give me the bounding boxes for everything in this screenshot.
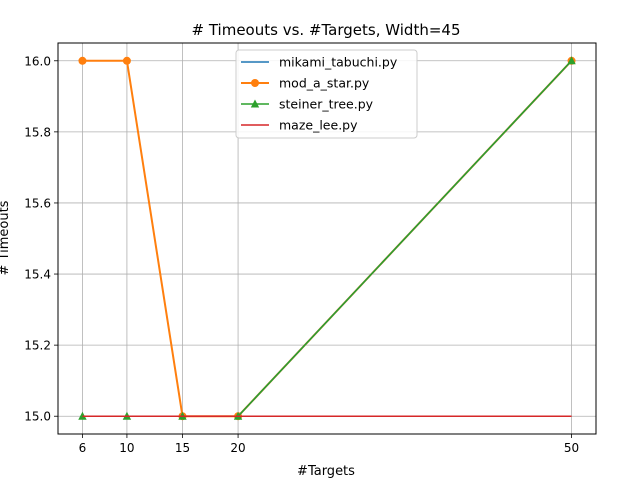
legend-label: mikami_tabuchi.py: [279, 55, 398, 70]
data-point: [78, 56, 87, 65]
legend-label: maze_lee.py: [279, 118, 358, 133]
y-axis-label: # Timeouts: [0, 200, 12, 275]
series-layer: [78, 56, 576, 421]
legend-label: mod_a_star.py: [279, 76, 370, 91]
y-tick-label: 15.2: [24, 339, 51, 353]
x-axis: 6 10 15 20 50: [79, 434, 579, 455]
x-tick-label: 10: [119, 441, 134, 455]
legend-item: mikami_tabuchi.py: [241, 55, 398, 70]
legend-box: [235, 49, 418, 139]
legend-marker: [250, 99, 260, 108]
x-tick-label: 15: [175, 441, 190, 455]
legend-label: steiner_tree.py: [279, 97, 374, 112]
legend-item: steiner_tree.py: [241, 97, 374, 112]
legend-marker: [251, 79, 259, 87]
y-tick-label: 15.6: [24, 196, 51, 210]
y-tick-label: 15.4: [24, 268, 51, 282]
legend-item: maze_lee.py: [241, 118, 358, 133]
y-tick-label: 16.0: [24, 54, 51, 68]
plot-frame: [57, 42, 597, 435]
x-tick-label: 6: [79, 441, 87, 455]
chart-title: # Timeouts vs. #Targets, Width=45: [192, 21, 461, 39]
x-axis-label: #Targets: [297, 464, 355, 479]
data-point: [567, 56, 576, 65]
legend-item: mod_a_star.py: [241, 76, 370, 91]
y-axis: 15.0 15.2 15.4 15.6 15.8 16.0: [24, 54, 58, 424]
legend: mikami_tabuchi.py mod_a_star.py steiner_tr…: [235, 49, 418, 139]
x-tick-label: 20: [230, 441, 245, 455]
data-point: [122, 56, 131, 65]
y-tick-label: 15.8: [24, 125, 51, 139]
y-tick-label: 15.0: [24, 410, 51, 424]
x-tick-label: 50: [564, 441, 579, 455]
